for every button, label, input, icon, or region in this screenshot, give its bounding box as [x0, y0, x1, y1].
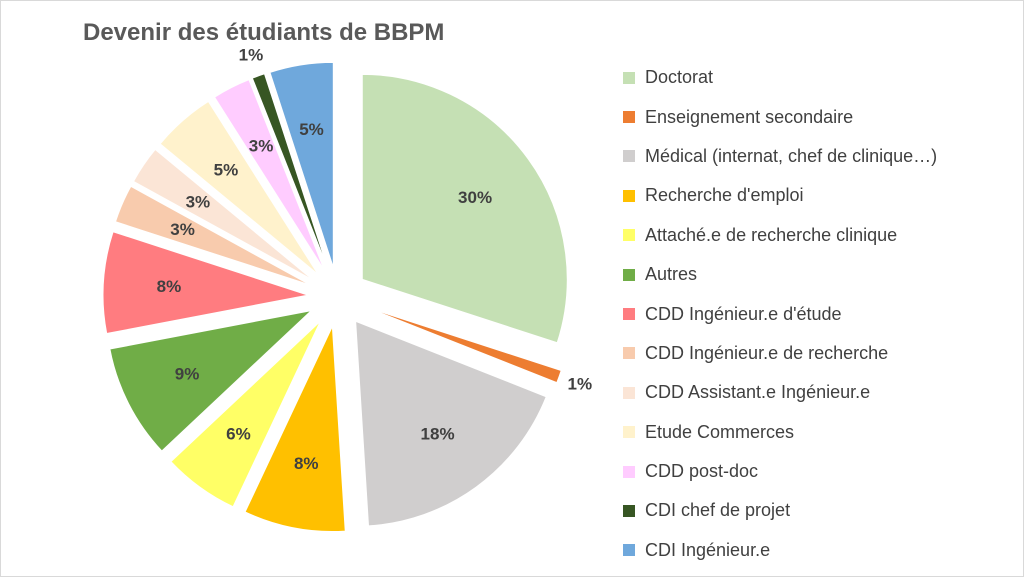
legend-item-autres: Autres — [623, 255, 937, 294]
legend-item-etude-commerces: Etude Commerces — [623, 413, 937, 452]
data-label-enseignement-secondaire: 1% — [568, 375, 593, 394]
data-label-cdi-chef-de-projet: 1% — [239, 46, 264, 65]
data-label-attache-e-de-recherche-clinique: 6% — [226, 425, 251, 444]
pie-slice-attache-e-de-recherche-clinique — [170, 320, 321, 508]
legend-swatch — [623, 544, 635, 557]
data-label-etude-commerces: 5% — [214, 160, 239, 179]
legend-label: CDI Ingénieur.e — [645, 539, 771, 560]
legend-label: CDD Ingénieur.e d'étude — [645, 303, 842, 324]
legend-swatch — [623, 71, 635, 84]
legend-item-cdd-ingenieur-e-d-etude: CDD Ingénieur.e d'étude — [623, 294, 937, 333]
legend-swatch — [623, 150, 635, 163]
legend-swatch — [623, 189, 635, 202]
legend-item-cdi-ingenieur-e: CDI Ingénieur.e — [623, 531, 937, 570]
pie-slice-cdd-assistant-e-ingenieur-e — [132, 148, 314, 281]
pie-slice-cdi-chef-de-projet — [251, 73, 329, 269]
legend-label: CDD post-doc — [645, 461, 759, 482]
legend-item-cdd-assistant-e-ingenieur-e: CDD Assistant.e Ingénieur.e — [623, 373, 937, 412]
legend-label: Autres — [645, 264, 698, 285]
legend-swatch — [623, 111, 635, 124]
data-label-recherche-d-emploi: 8% — [294, 454, 319, 473]
pie-slice-cdd-ingenieur-e-de-recherche — [114, 185, 311, 286]
pie-slice-etude-commerces — [159, 100, 319, 275]
data-label-cdi-ingenieur-e: 5% — [299, 120, 324, 139]
legend-swatch — [623, 426, 635, 439]
data-label-doctorat: 30% — [458, 188, 492, 207]
legend-swatch — [623, 347, 635, 360]
legend: Doctorat Enseignement secondaire Médical (… — [623, 58, 937, 570]
legend-label: CDD Ingénieur.e de recherche — [645, 342, 889, 363]
pie-slice-autres — [109, 309, 313, 452]
legend-swatch — [623, 386, 635, 399]
legend-item-cdi-chef-de-projet: CDI chef de projet — [623, 491, 937, 530]
data-label-cdd-ingenieur-e-de-recherche: 3% — [170, 220, 195, 239]
legend-label: Doctorat — [645, 67, 714, 88]
legend-item-recherche-d-emploi: Recherche d'emploi — [623, 176, 937, 215]
legend-label: CDD Assistant.e Ingénieur.e — [645, 382, 871, 403]
legend-label: Médical (internat, chef de clinique…) — [645, 145, 938, 166]
pie-slice-enseignement-secondaire — [366, 306, 562, 384]
legend-swatch — [623, 268, 635, 281]
legend-item-cdd-post-doc: CDD post-doc — [623, 452, 937, 491]
legend-swatch — [623, 308, 635, 321]
data-label-cdd-assistant-e-ingenieur-e: 3% — [186, 192, 211, 211]
legend-item-cdd-ingenieur-e-de-recherche: CDD Ingénieur.e de recherche — [623, 334, 937, 373]
data-label-medical-internat-chef-de-clinique: 18% — [421, 425, 455, 444]
chart-title: Devenir des étudiants de BBPM — [83, 19, 445, 46]
legend-label: Etude Commerces — [645, 421, 795, 442]
legend-item-enseignement-secondaire: Enseignement secondaire — [623, 97, 937, 136]
data-label-autres: 9% — [175, 364, 200, 383]
data-label-cdd-ingenieur-e-d-etude: 8% — [157, 277, 182, 296]
legend-item-attache-e-de-recherche-clinique: Attaché.e de recherche clinique — [623, 216, 937, 255]
pie-slice-medical-internat-chef-de-clinique — [355, 320, 547, 527]
legend-swatch — [623, 229, 635, 242]
pie-slice-doctorat — [361, 73, 568, 344]
legend-item-medical-internat-chef-de-clinique: Médical (internat, chef de clinique…) — [623, 137, 937, 176]
legend-label: Enseignement secondaire — [645, 106, 854, 127]
data-label-cdd-post-doc: 3% — [249, 137, 274, 156]
legend-item-doctorat: Doctorat — [623, 58, 937, 97]
legend-swatch — [623, 465, 635, 478]
pie-slice-cdi-ingenieur-e — [269, 61, 334, 268]
pie-slice-cdd-post-doc — [213, 79, 325, 271]
legend-swatch — [623, 504, 635, 517]
pie-slice-cdd-ingenieur-e-d-etude — [102, 231, 309, 335]
legend-label: Attaché.e de recherche clinique — [645, 224, 898, 245]
legend-label: Recherche d'emploi — [645, 185, 804, 206]
pie-slice-recherche-d-emploi — [244, 326, 346, 532]
legend-label: CDI chef de projet — [645, 500, 791, 521]
